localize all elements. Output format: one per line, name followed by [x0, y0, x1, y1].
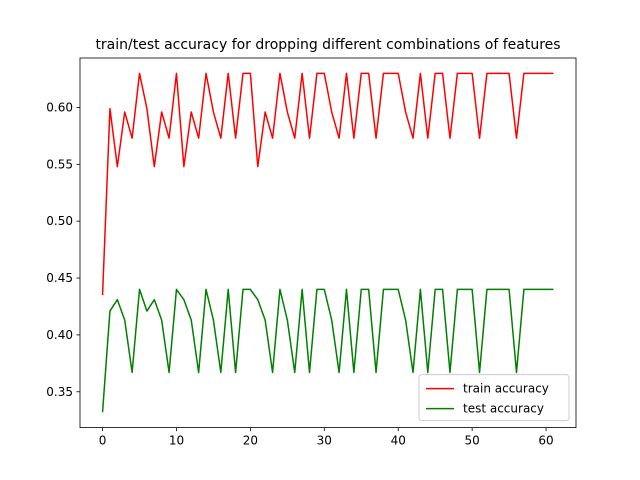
y-tick-label: 0.45 [46, 271, 73, 285]
y-tick-label: 0.55 [46, 157, 73, 171]
legend-label: train accuracy [463, 382, 549, 396]
x-axis: 0 10 20 30 40 50 60 [99, 427, 554, 448]
y-tick-label: 0.60 [46, 100, 73, 114]
axes-frame [79, 57, 577, 429]
plot-area [101, 72, 554, 413]
x-tick-label: 40 [391, 434, 406, 448]
x-tick-label: 0 [99, 434, 107, 448]
x-tick-label: 50 [465, 434, 480, 448]
x-tick-label: 20 [243, 434, 258, 448]
x-tick-label: 10 [169, 434, 184, 448]
legend-label: test accuracy [463, 402, 544, 416]
y-tick-label: 0.50 [46, 214, 73, 228]
chart-title: train/test accuracy for dropping differe… [95, 37, 560, 53]
y-axis: 0.35 0.40 0.45 0.50 0.55 0.60 [46, 100, 80, 399]
x-tick-label: 60 [538, 434, 553, 448]
legend: train accuracy test accuracy [418, 374, 570, 422]
series-line-test [101, 288, 554, 413]
y-tick-label: 0.40 [46, 328, 73, 342]
legend-box [418, 374, 570, 422]
x-tick-label: 30 [317, 434, 332, 448]
series-line-train [101, 72, 554, 296]
y-tick-label: 0.35 [46, 385, 73, 399]
